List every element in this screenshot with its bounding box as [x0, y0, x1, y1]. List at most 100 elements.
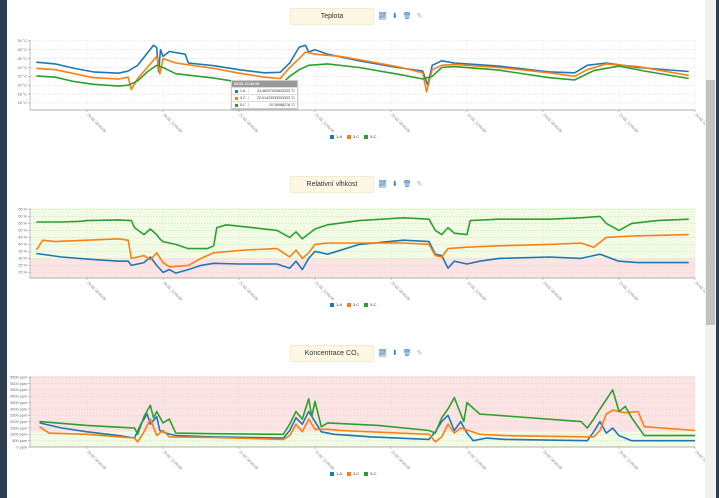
legend-item[interactable]: 1.A: [330, 471, 342, 476]
legend-label: 5.C: [370, 302, 377, 307]
x-tick-label: 22.03. 12:00:00: [466, 113, 486, 133]
tooltip-value: 23.46037020833333 °C: [256, 89, 295, 93]
series-swatch: [235, 103, 238, 107]
scrollbar-thumb[interactable]: [706, 80, 715, 325]
x-tick-label: 23.03. 12:00:00: [618, 113, 638, 133]
chart-tooltip: 20.03. 21:30:00 1.A 23.46037020833333 °C …: [231, 80, 298, 109]
legend-item[interactable]: 3.C: [347, 302, 359, 307]
x-tick-label: 20.03. 12:00:00: [162, 281, 182, 301]
legend-label: 5.C: [370, 134, 377, 139]
y-tick-label: 50 %: [18, 229, 27, 233]
series-line-3.C: [39, 409, 696, 443]
chart-line-icon[interactable]: 📈︎: [378, 12, 387, 20]
series-line-3.C: [35, 233, 689, 268]
legend-item[interactable]: 5.C: [364, 134, 376, 139]
x-tick-label: 20.03. 00:00:00: [86, 113, 106, 133]
chart-plot[interactable]: 0 ppm 500 ppm 1000 ppm 1500 ppm 2000 ppm 2500…: [0, 337, 705, 498]
download-icon[interactable]: ⬇: [391, 180, 398, 188]
x-tick-label: 20.03. 00:00:00: [86, 450, 106, 470]
x-tick-label: 24.03. 00:00:00: [694, 113, 705, 133]
x-tick-label: 23.03. 00:00:00: [542, 450, 562, 470]
y-tick-label: 28 °C: [17, 48, 27, 52]
legend-item[interactable]: 5.C: [364, 471, 376, 476]
series-line-5.C: [36, 215, 689, 250]
x-tick-label: 21.03. 00:00:00: [238, 281, 258, 301]
threshold-band-ok: [30, 431, 695, 447]
trash-icon[interactable]: 🗑︎: [402, 12, 412, 20]
y-tick-label: 20 °C: [17, 83, 27, 87]
y-tick-label: 30 %: [18, 257, 27, 261]
chart-legend: 1.A 3.C 5.C: [330, 134, 376, 139]
chart-line-icon[interactable]: 📈︎: [378, 180, 387, 188]
chart-legend: 1.A 3.C 5.C: [330, 302, 376, 307]
legend-label: 1.A: [336, 134, 343, 139]
trash-icon[interactable]: 🗑︎: [402, 349, 412, 357]
chart-plot[interactable]: 20 % 25 % 30 % 35 % 40 % 45 % 50 % 55 % 60 % 65 %…: [0, 168, 705, 336]
x-tick-label: 23.03. 12:00:00: [618, 281, 638, 301]
y-tick-label: 2500 ppm: [10, 414, 27, 418]
y-tick-label: 16 °C: [17, 101, 27, 105]
series-line-5.C: [36, 63, 689, 87]
download-icon[interactable]: ⬇: [391, 349, 398, 357]
chart-title: Teplota: [290, 8, 374, 25]
tooltip-value: 20.29088278 °C: [268, 103, 295, 107]
series-line-5.C: [39, 389, 695, 437]
y-tick-label: 1500 ppm: [10, 426, 27, 430]
tooltip-row: 1.A 23.46037020833333 °C: [232, 87, 297, 94]
y-tick-label: 45 %: [18, 236, 27, 240]
legend-item[interactable]: 5.C: [364, 302, 376, 307]
x-tick-label: 21.03. 00:00:00: [238, 450, 258, 470]
x-tick-label: 23.03. 00:00:00: [542, 113, 562, 133]
legend-label: 3.C: [353, 302, 360, 307]
threshold-band-bad: [30, 376, 695, 432]
y-tick-label: 30 °C: [17, 39, 27, 43]
edit-icon[interactable]: ✎: [416, 12, 423, 20]
legend-label: 1.A: [336, 302, 343, 307]
y-tick-label: 4500 ppm: [10, 388, 27, 392]
x-tick-label: 22.03. 00:00:00: [390, 113, 410, 133]
trash-icon[interactable]: 🗑︎: [402, 180, 412, 188]
legend-label: 1.A: [336, 471, 343, 476]
tooltip-row: 5.C 20.29088278 °C: [232, 101, 297, 108]
y-tick-label: 500 ppm: [12, 439, 27, 443]
legend-item[interactable]: 1.A: [330, 134, 342, 139]
x-tick-label: 21.03. 12:00:00: [314, 281, 334, 301]
edit-icon[interactable]: ✎: [416, 180, 423, 188]
y-tick-label: 2000 ppm: [10, 420, 27, 424]
y-tick-label: 26 °C: [17, 57, 27, 61]
chart-legend: 1.A 3.C 5.C: [330, 471, 376, 476]
series-swatch: [235, 89, 238, 93]
left-sidebar-edge: [0, 0, 7, 498]
chart-section-co2: Koncentrace CO₂ 📈︎ ⬇ 🗑︎ ✎ 0 ppm 500 ppm 10…: [0, 337, 705, 498]
legend-label: 3.C: [353, 471, 360, 476]
x-tick-label: 20.03. 12:00:00: [162, 113, 182, 133]
y-tick-label: 5500 ppm: [10, 376, 27, 380]
chart-line-icon[interactable]: 📈︎: [378, 349, 387, 357]
legend-swatch: [347, 302, 352, 307]
chart-title: Relativní vlhkost: [290, 176, 374, 193]
chart-toolbar: 📈︎ ⬇ 🗑︎ ✎: [378, 176, 423, 191]
legend-swatch: [330, 302, 334, 307]
x-tick-label: 22.03. 12:00:00: [466, 281, 486, 301]
x-tick-label: 24.03. 00:00:00: [694, 281, 705, 301]
legend-item[interactable]: 3.C: [347, 471, 359, 476]
x-tick-label: 23.03. 12:00:00: [618, 450, 638, 470]
x-tick-label: 20.03. 12:00:00: [162, 450, 182, 470]
y-tick-label: 60 %: [18, 215, 27, 219]
legend-swatch: [330, 134, 334, 139]
y-tick-label: 24 °C: [17, 66, 27, 70]
legend-item[interactable]: 3.C: [347, 134, 359, 139]
y-tick-label: 4000 ppm: [10, 395, 27, 399]
series-line-3.C: [36, 51, 689, 93]
legend-label: 3.C: [353, 134, 360, 139]
download-icon[interactable]: ⬇: [391, 12, 398, 20]
legend-item[interactable]: 1.A: [330, 302, 342, 307]
y-tick-label: 3500 ppm: [10, 401, 27, 405]
legend-swatch: [330, 471, 334, 476]
legend-swatch: [364, 134, 369, 139]
y-tick-label: 22 °C: [17, 75, 27, 79]
tooltip-series-name: 3.C: [240, 96, 249, 100]
edit-icon[interactable]: ✎: [416, 349, 423, 357]
chart-toolbar: 📈︎ ⬇ 🗑︎ ✎: [378, 345, 423, 360]
chart-plot[interactable]: 16 °C 18 °C 20 °C 22 °C 24 °C 26 °C 28 °C 30 °C…: [0, 0, 705, 168]
